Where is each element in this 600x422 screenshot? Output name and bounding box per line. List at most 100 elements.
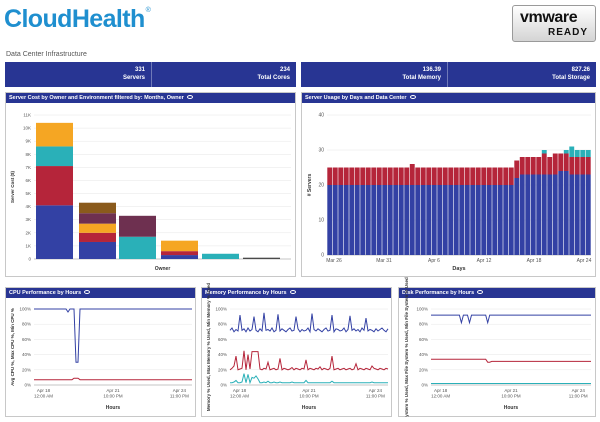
bar-segment: [349, 185, 355, 255]
x-axis-label: Hours: [504, 405, 519, 411]
bar-segment: [79, 213, 116, 224]
memory-performance-chart: 0% 20% 40% 60% 80% 100% Memory % Used, Max Mem…: [206, 283, 389, 411]
y-tick-label: 3K: [25, 217, 31, 222]
server-usage-chart: 0 10 20 30 40 # Servers Days Mar 26 Mar 31 Apr 6 A…: [307, 113, 592, 273]
x-tick-label: 12:00 AM: [230, 394, 249, 399]
vmware-ready-badge: vmware READY: [512, 5, 596, 42]
cpu-performance-panel: CPU Performance by Hours 0% 20% 40% 60% 80% 1…: [5, 287, 196, 417]
stat-label: Servers: [122, 75, 145, 81]
y-tick-label: 0: [28, 257, 31, 262]
bar-segment: [349, 167, 355, 185]
stat-servers[interactable]: 331 Servers: [5, 62, 152, 87]
bar-segment: [332, 185, 338, 255]
x-tick-label: Apr 18: [527, 258, 542, 264]
panel-title: Memory Performance by Hours: [205, 290, 287, 296]
bar-segment: [437, 185, 443, 255]
bar-segment: [161, 255, 198, 259]
eye-icon[interactable]: [289, 289, 296, 294]
eye-icon[interactable]: [84, 289, 91, 294]
bar-segment: [387, 185, 393, 255]
bar-segment: [448, 185, 454, 255]
bar-segment: [508, 185, 514, 255]
bar-segment: [585, 174, 591, 255]
disk-performance-panel: Disk Performance by Hours 0% 20% 40% 60% 80%…: [398, 277, 596, 417]
x-tick-label: 10:00 PM: [501, 394, 521, 399]
stat-total-memory[interactable]: 136.39 Total Memory: [301, 62, 448, 87]
memory-performance-panel: Memory Performance by Hours 0% 20% 40% 60% 8…: [201, 283, 392, 417]
bar-segment: [481, 185, 487, 255]
y-tick-label: 0%: [421, 383, 428, 388]
bar-segment: [580, 150, 586, 157]
bar-segment: [376, 167, 382, 185]
y-tick-label: 4K: [25, 204, 31, 209]
x-tick-label: 11:00 PM: [569, 394, 588, 399]
panel-header: Disk Performance by Hours: [399, 288, 595, 298]
bar-segment: [36, 166, 73, 206]
y-tick-label: 6K: [25, 178, 31, 183]
bar-segment: [525, 157, 531, 175]
stats-bar-right: 136.39 Total Memory 827.26 Total Storage: [301, 62, 596, 87]
logo-text: CloudHealth: [4, 5, 145, 33]
x-tick-label: Apr 21: [106, 388, 120, 393]
panel-title: Disk Performance by Hours: [402, 290, 475, 296]
y-tick-label: 8K: [25, 152, 31, 157]
bar-segment: [585, 157, 591, 175]
y-tick-label: 1K: [25, 243, 31, 248]
bar-segment: [409, 185, 415, 255]
series-line: [229, 350, 389, 371]
x-tick-label: Apr 21: [302, 388, 316, 393]
series-line: [431, 314, 591, 325]
server-cost-panel: Server Cost by Owner and Environment fil…: [5, 92, 296, 277]
x-axis-label: Owner: [155, 266, 171, 272]
bar-segment: [365, 167, 371, 185]
y-tick-label: 40: [318, 113, 324, 119]
bar-segment: [459, 167, 465, 185]
panel-title: Server Cost by Owner and Environment fil…: [9, 95, 184, 101]
x-tick-label: Apr 21: [504, 388, 518, 393]
server-usage-panel: Server Usage by Days and Data Center 0 10…: [301, 92, 596, 277]
bar-segment: [580, 157, 586, 175]
y-tick-label: 5K: [25, 191, 31, 196]
bar-segment: [36, 122, 73, 147]
bar-segment: [585, 150, 591, 157]
x-tick-label: 12:00 AM: [34, 394, 53, 399]
bar-segment: [492, 185, 498, 255]
bar-segment: [382, 167, 388, 185]
bar-segment: [365, 185, 371, 255]
x-tick-label: 11:00 PM: [170, 394, 189, 399]
eye-icon[interactable]: [409, 94, 416, 99]
stats-bar-left: 331 Servers 234 Total Cores: [5, 62, 296, 87]
eye-icon[interactable]: [477, 289, 484, 294]
stat-total-storage[interactable]: 827.26 Total Storage: [448, 62, 596, 87]
bar-segment: [338, 185, 344, 255]
page-subtitle: Data Center Infrastructure: [6, 51, 87, 58]
y-tick-label: 11K: [23, 113, 31, 118]
y-tick-label: 40%: [22, 352, 31, 357]
server-cost-chart: 0 1K 2K 3K 4K 5K 6K 7K 8K 9K 10K 11K Server Cost ($)…: [10, 113, 291, 272]
bar-segment: [541, 174, 547, 255]
series-line: [230, 373, 388, 385]
bar-segment: [519, 157, 525, 175]
eye-icon[interactable]: [186, 94, 193, 99]
bar-segment: [569, 174, 575, 255]
stat-total-cores[interactable]: 234 Total Cores: [152, 62, 296, 87]
bar-segment: [580, 174, 586, 255]
bar-segment: [530, 174, 536, 255]
bar-segment: [404, 167, 410, 185]
bar-segment: [382, 185, 388, 255]
bar-segment: [536, 157, 542, 175]
x-axis-label: Hours: [302, 405, 317, 411]
y-tick-label: 30: [318, 148, 324, 154]
bar-segment: [79, 202, 116, 214]
series-line: [229, 312, 389, 334]
bar-segment: [437, 167, 443, 185]
x-tick-label: 10:00 PM: [103, 394, 123, 399]
y-tick-label: 100%: [215, 307, 227, 312]
bar-segment: [470, 167, 476, 185]
bar-segment: [376, 185, 382, 255]
bar-segment: [420, 167, 426, 185]
bar-segment: [530, 157, 536, 175]
bar-segment: [547, 174, 553, 255]
x-tick-label: Apr 24: [577, 258, 592, 264]
y-tick-label: 20%: [218, 367, 227, 372]
